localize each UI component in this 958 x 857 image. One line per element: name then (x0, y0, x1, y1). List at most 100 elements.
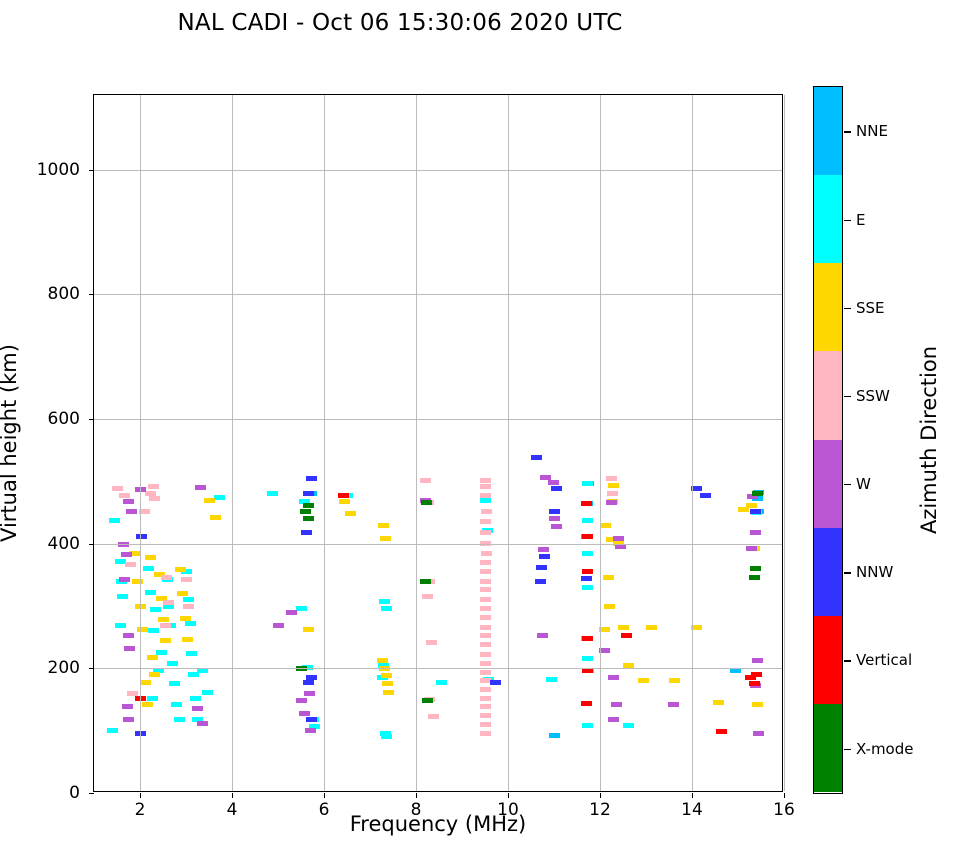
echo-mark (580, 701, 592, 707)
echo-mark (547, 480, 559, 486)
echo-mark (382, 689, 394, 695)
echo-mark (213, 495, 225, 501)
colorbar-label-nnw: NNW (856, 563, 894, 582)
echo-mark (746, 502, 758, 508)
echo-mark (155, 649, 167, 655)
echo-mark (481, 550, 493, 556)
echo-mark (581, 480, 593, 486)
echo-mark (582, 584, 594, 590)
echo-mark (118, 492, 130, 498)
echo-mark (480, 687, 492, 693)
echo-mark (121, 704, 133, 710)
echo-mark (540, 475, 552, 481)
echo-mark (612, 536, 624, 542)
echo-mark (303, 690, 315, 696)
echo-mark (189, 695, 201, 701)
echo-mark (480, 624, 492, 630)
echo-mark (203, 497, 215, 503)
echo-mark (166, 660, 178, 666)
echo-mark (426, 639, 438, 645)
echo-mark (621, 633, 633, 639)
echo-mark (750, 672, 762, 678)
echo-mark (380, 730, 392, 736)
echo-mark (302, 491, 314, 497)
echo-mark (479, 492, 491, 498)
echo-mark (174, 567, 186, 573)
colorbar-label-nne: NNE (856, 122, 888, 141)
colorbar-tick (844, 572, 851, 574)
grid-line-vertical (508, 95, 509, 791)
echo-mark (745, 674, 757, 680)
x-tick-label: 14 (681, 800, 703, 820)
echo-mark (751, 491, 763, 497)
echo-mark (302, 516, 314, 522)
echo-mark (479, 477, 491, 483)
echo-mark (120, 552, 132, 558)
colorbar-tick (844, 395, 851, 398)
echo-mark (182, 637, 194, 643)
x-tick (784, 793, 785, 798)
echo-mark (142, 566, 154, 572)
echo-mark (295, 698, 307, 704)
echo-mark (608, 716, 620, 722)
echo-mark (381, 606, 393, 612)
echo-mark (150, 607, 162, 613)
echo-mark (183, 603, 195, 609)
echo-mark (668, 702, 680, 707)
colorbar-label-e: E (856, 210, 866, 229)
echo-mark (548, 508, 560, 514)
echo-mark (480, 713, 492, 719)
echo-mark (171, 702, 183, 707)
echo-mark (149, 496, 161, 502)
colorbar-band-nnw (814, 527, 842, 616)
x-tick-label: 8 (410, 800, 422, 820)
echo-mark (381, 673, 393, 679)
echo-mark (378, 522, 390, 528)
echo-mark (479, 606, 491, 612)
y-tick (89, 169, 94, 171)
grid-line-vertical (232, 95, 233, 791)
echo-mark (479, 529, 491, 535)
echo-mark (606, 500, 617, 506)
echo-mark (480, 568, 492, 574)
echo-mark (599, 627, 611, 633)
y-tick (89, 668, 94, 670)
echo-mark (606, 537, 618, 543)
echo-mark (480, 483, 492, 489)
echo-mark (531, 455, 543, 461)
echo-mark (123, 716, 135, 722)
echo-mark (749, 529, 761, 535)
echo-mark (420, 500, 432, 506)
echo-mark (337, 492, 349, 498)
x-tick-label: 10 (497, 800, 519, 820)
echo-mark (539, 553, 551, 559)
echo-mark (606, 475, 617, 481)
echo-mark (691, 486, 703, 492)
echo-mark (581, 635, 593, 641)
echo-mark (535, 564, 547, 570)
colorbar-band-nne (814, 87, 842, 176)
echo-mark (480, 497, 492, 503)
echo-mark (168, 680, 180, 686)
echo-mark (141, 702, 153, 707)
echo-mark (309, 724, 321, 730)
echo-mark (749, 508, 761, 514)
echo-mark (301, 529, 313, 535)
echo-mark (378, 662, 390, 668)
echo-mark (302, 679, 314, 685)
echo-mark (197, 720, 209, 726)
plot-frame: 2 4 6 8 10 12 14 16 0 200 400 600 800 1000 (37, 94, 795, 820)
y-tick-label: 800 (47, 284, 80, 305)
echo-mark (582, 668, 594, 674)
echo-mark (638, 678, 650, 684)
echo-mark (155, 596, 167, 602)
echo-mark (479, 704, 491, 710)
echo-mark (305, 716, 317, 722)
echo-mark (381, 681, 393, 687)
echo-mark (209, 515, 221, 521)
echo-mark (646, 625, 658, 631)
echo-mark (421, 593, 433, 599)
echo-mark (480, 578, 492, 584)
x-tick-label: 16 (773, 800, 795, 820)
echo-mark (419, 578, 431, 584)
